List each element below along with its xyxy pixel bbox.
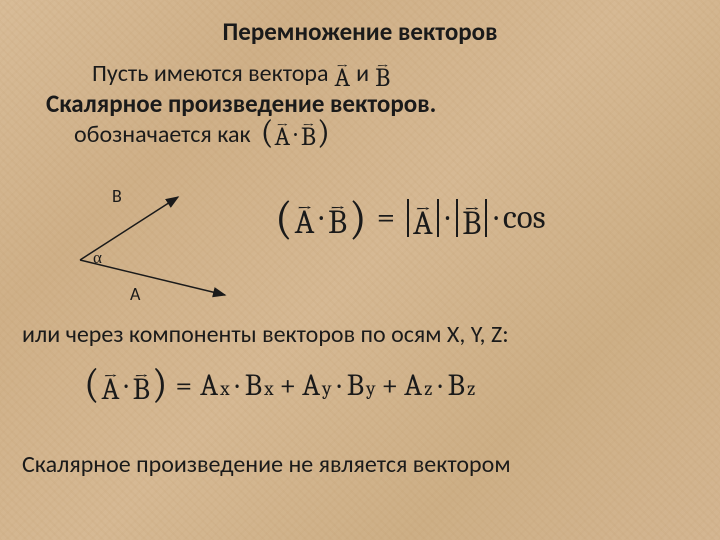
vector-B-inline: →B <box>375 61 390 88</box>
main-formula: ( →A · →B ) = →A · →B · cos <box>275 199 546 237</box>
diagram-A-label: A <box>130 283 141 305</box>
and-text: и <box>356 59 369 88</box>
diagram-B-label: B <box>112 185 122 207</box>
intro-text-1: Пусть имеются вектора <box>92 59 329 88</box>
components-formula: ( →A · →B ) = Ax · Bx + Ay · By + Az · B… <box>84 368 475 403</box>
notation-line: обозначается как ( →A · →B ) <box>0 119 720 149</box>
diagram-alpha-label: α <box>93 249 102 268</box>
dot-product-notation: ( →A · →B ) <box>261 119 330 149</box>
intro-line-1: Пусть имеются вектора →A и →B <box>0 47 720 88</box>
page-title: Перемножение векторов <box>0 0 720 47</box>
notation-text: обозначается как <box>74 120 251 149</box>
scalar-product-heading: Скалярное произведение векторов. <box>0 88 720 119</box>
components-text: или через компоненты векторов по осям X,… <box>22 320 509 349</box>
vector-A-inline: →A <box>335 61 351 88</box>
angle-diagram: B A α <box>50 185 240 315</box>
conclusion-text: Скалярное произведение не является векто… <box>22 450 511 479</box>
